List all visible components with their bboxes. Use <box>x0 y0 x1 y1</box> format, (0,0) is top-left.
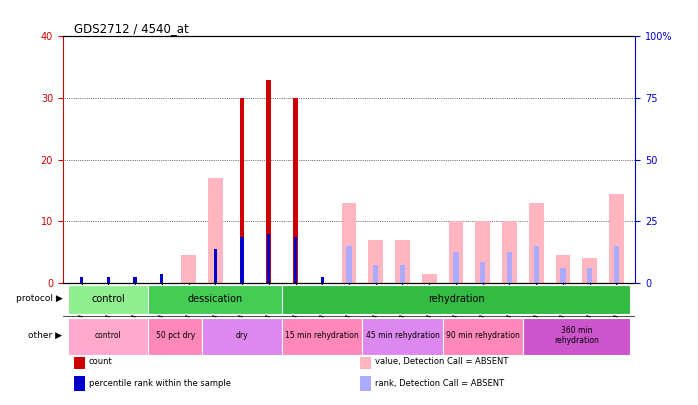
Bar <box>282 318 362 355</box>
Text: 50 pct dry: 50 pct dry <box>156 331 195 340</box>
Bar <box>68 285 149 314</box>
Bar <box>400 264 405 283</box>
Bar <box>582 258 597 283</box>
Bar <box>181 256 196 283</box>
Text: other ▶: other ▶ <box>29 331 62 340</box>
Bar <box>395 240 410 283</box>
Text: dessication: dessication <box>188 294 243 304</box>
Bar <box>202 318 282 355</box>
Text: 45 min rehydration: 45 min rehydration <box>366 331 440 340</box>
Bar <box>533 246 539 283</box>
Bar <box>80 277 83 283</box>
Bar <box>149 285 282 314</box>
Bar <box>443 318 523 355</box>
Bar <box>614 246 619 283</box>
Bar <box>293 98 298 283</box>
Bar <box>475 222 490 283</box>
Text: rank, Detection Call = ABSENT: rank, Detection Call = ABSENT <box>375 379 504 388</box>
Bar <box>502 222 517 283</box>
Text: dry: dry <box>236 331 248 340</box>
Bar <box>133 277 137 283</box>
Bar <box>160 274 163 283</box>
Text: GDS2712 / 4540_at: GDS2712 / 4540_at <box>74 22 189 35</box>
Bar <box>346 246 352 283</box>
Bar <box>609 194 624 283</box>
Bar <box>507 252 512 283</box>
Text: percentile rank within the sample: percentile rank within the sample <box>89 379 230 388</box>
Bar <box>239 98 244 283</box>
Bar <box>422 274 436 283</box>
Text: count: count <box>89 357 112 366</box>
Text: value, Detection Call = ABSENT: value, Detection Call = ABSENT <box>375 357 508 366</box>
Bar <box>282 285 630 314</box>
Bar <box>341 203 357 283</box>
Bar <box>294 237 297 283</box>
Bar <box>267 234 270 283</box>
Bar <box>360 354 371 369</box>
Bar <box>369 240 383 283</box>
Bar <box>149 318 202 355</box>
Bar <box>449 222 463 283</box>
Text: 90 min rehydration: 90 min rehydration <box>446 331 520 340</box>
Bar <box>523 318 630 355</box>
Bar <box>74 354 84 369</box>
Bar <box>107 277 110 283</box>
Bar <box>214 249 217 283</box>
Bar <box>529 203 544 283</box>
Bar <box>240 237 244 283</box>
Text: 360 min
rehydration: 360 min rehydration <box>554 326 599 345</box>
Text: protocol ▶: protocol ▶ <box>15 294 62 303</box>
Bar <box>362 318 443 355</box>
Bar <box>267 80 271 283</box>
Bar <box>560 268 565 283</box>
Bar <box>556 256 570 283</box>
Text: control: control <box>91 294 125 304</box>
Bar <box>360 375 371 391</box>
Bar <box>74 375 84 391</box>
Bar <box>320 277 324 283</box>
Bar <box>373 264 378 283</box>
Bar <box>208 178 223 283</box>
Text: rehydration: rehydration <box>428 294 484 304</box>
Bar <box>453 252 459 283</box>
Bar <box>480 262 485 283</box>
Text: 15 min rehydration: 15 min rehydration <box>285 331 359 340</box>
Bar <box>587 268 593 283</box>
Text: control: control <box>95 331 121 340</box>
Bar <box>68 318 149 355</box>
